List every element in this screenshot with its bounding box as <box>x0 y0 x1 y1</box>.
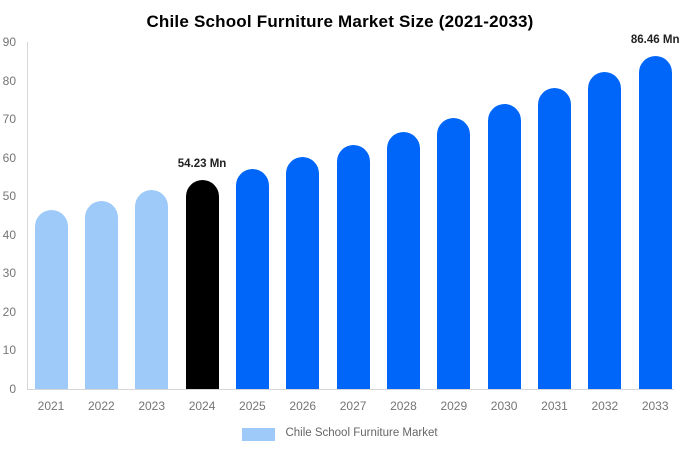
y-tick-label-30: 30 <box>2 266 16 281</box>
bar-2024 <box>185 179 219 389</box>
y-tick-label-10: 10 <box>2 343 16 358</box>
x-tick-label-2028: 2028 <box>390 399 417 413</box>
y-tick-label-80: 80 <box>2 73 16 88</box>
bar-2028 <box>386 131 420 389</box>
y-tick-label-50: 50 <box>2 189 16 204</box>
x-tick-label-2024: 2024 <box>188 399 216 413</box>
x-tick-label-2033: 2033 <box>641 399 669 413</box>
y-tick-label-60: 60 <box>2 150 16 165</box>
x-tick-label-2022: 2022 <box>87 399 115 413</box>
data-label-2033: 86.46 Mn <box>630 33 680 46</box>
y-tick-label-40: 40 <box>2 227 16 242</box>
legend: Chile School Furniture Market <box>0 426 680 442</box>
bar-2033 <box>638 55 672 389</box>
bar-2030 <box>487 103 521 389</box>
y-tick-label-20: 20 <box>2 304 16 319</box>
chart-title: Chile School Furniture Market Size (2021… <box>146 12 534 31</box>
x-tick-label-2025: 2025 <box>239 399 266 413</box>
x-tick-label-2027: 2027 <box>339 399 367 413</box>
bar-2029 <box>437 118 471 389</box>
bar-2022 <box>84 200 118 389</box>
x-tick-label-2026: 2026 <box>289 399 317 413</box>
y-tick-label-90: 90 <box>2 35 16 49</box>
bar-2027 <box>336 144 370 389</box>
y-axis-line <box>27 42 28 390</box>
legend-label: Chile School Furniture Market <box>285 427 438 440</box>
bar-2032 <box>588 72 622 389</box>
x-tick-label-2021: 2021 <box>37 399 65 413</box>
x-tick-label-2031: 2031 <box>541 399 568 413</box>
x-tick-label-2029: 2029 <box>440 399 468 413</box>
data-label-2024: 54.23 Mn <box>177 157 227 170</box>
x-tick-label-2032: 2032 <box>591 399 619 413</box>
bar-2021 <box>34 210 68 389</box>
x-tick-label-2030: 2030 <box>490 399 518 413</box>
x-tick-label-2023: 2023 <box>138 399 166 413</box>
y-tick-label-70: 70 <box>2 112 16 127</box>
bar-2023 <box>135 190 169 389</box>
y-tick-label-0: 0 <box>9 382 16 396</box>
bar-2031 <box>538 88 571 389</box>
legend-swatch-icon <box>242 427 276 441</box>
bar-2025 <box>235 168 269 389</box>
bar-2026 <box>286 157 320 389</box>
x-axis-line <box>27 389 674 390</box>
